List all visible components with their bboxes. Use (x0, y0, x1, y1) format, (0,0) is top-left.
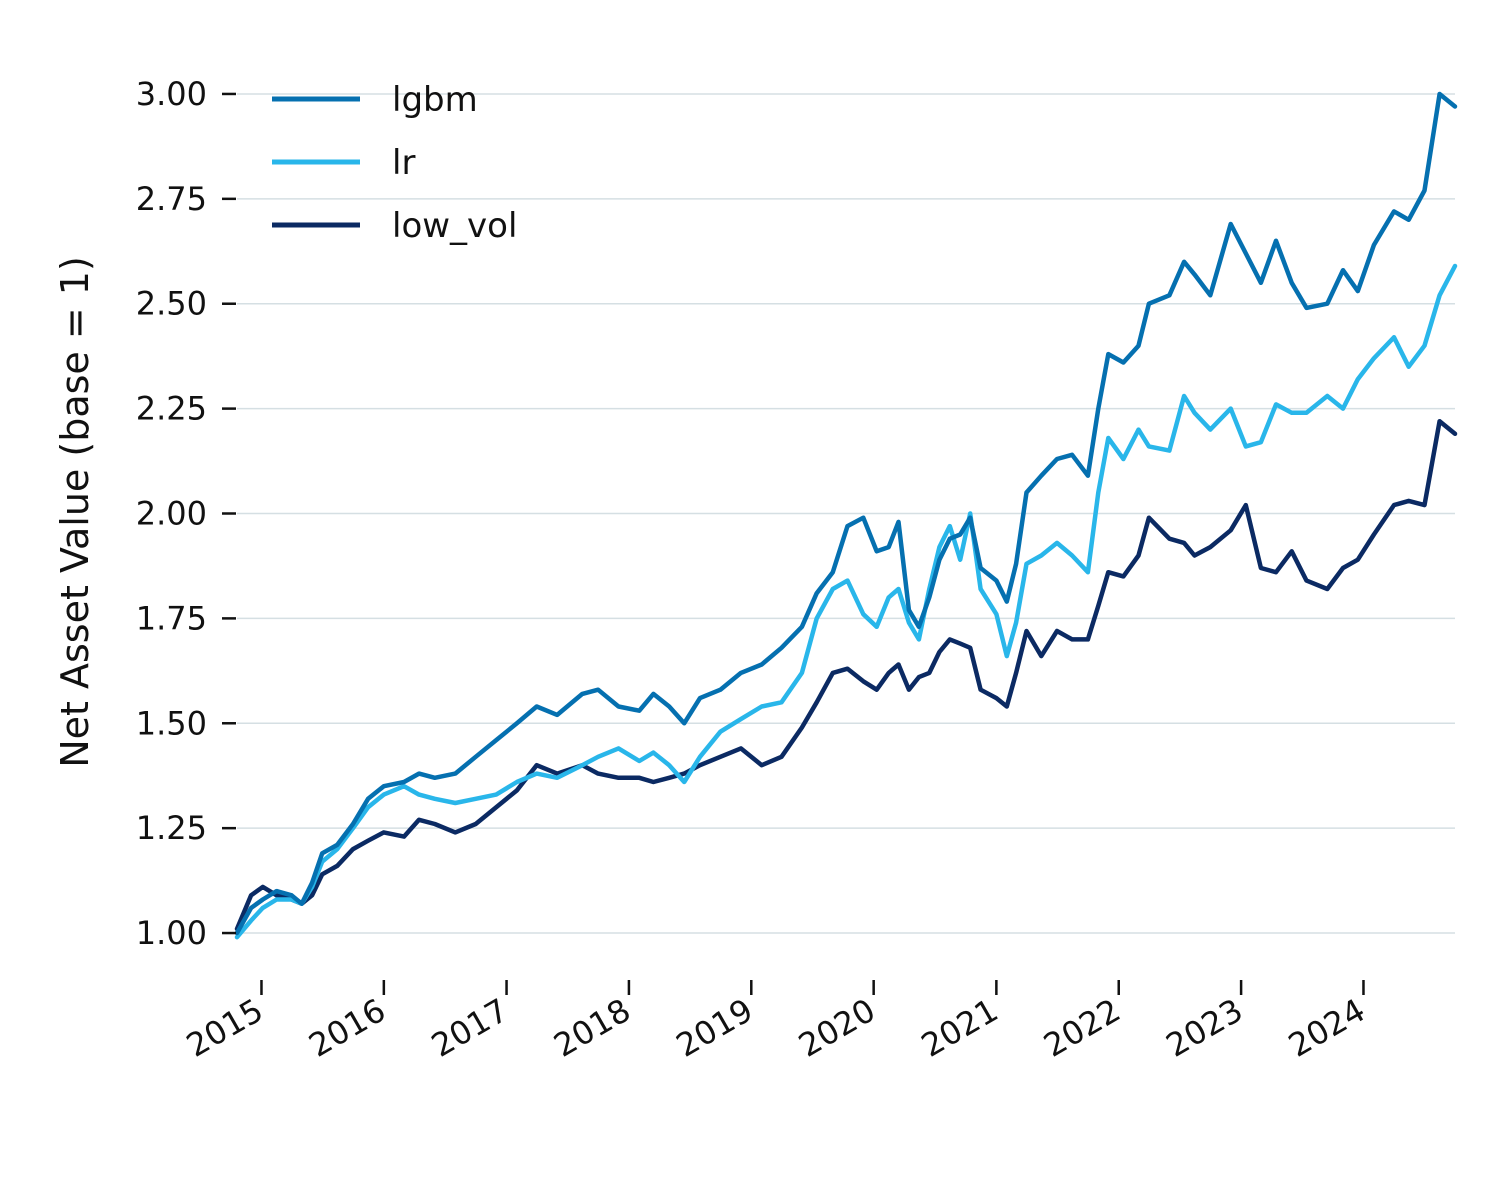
x-tick-label: 2016 (302, 991, 392, 1065)
x-tick-label: 2021 (915, 991, 1005, 1065)
y-axis-title: Net Asset Value (base = 1) (53, 256, 97, 768)
x-tick-label: 2015 (180, 991, 270, 1065)
series-line-low_vol (234, 418, 1458, 932)
y-tick-label: 1.00 (136, 914, 207, 952)
series-lines (234, 91, 1458, 940)
y-tick-label: 2.50 (136, 285, 207, 323)
series-line-lgbm (234, 91, 1458, 936)
legend-label-lgbm: lgbm (392, 80, 478, 120)
y-tick-label: 1.75 (136, 599, 207, 637)
legend-label-lr: lr (392, 143, 415, 183)
x-axis: 2015 2016 2017 2018 2019 2020 2021 2022 2023 2024 (180, 980, 1372, 1065)
y-tick-label: 2.25 (136, 390, 207, 428)
x-tick-label: 2017 (425, 991, 515, 1065)
y-tick-label: 3.00 (136, 75, 207, 113)
x-tick-label: 2022 (1037, 991, 1127, 1065)
legend: lgbm lr low_vol (272, 80, 517, 246)
y-tick-label: 2.75 (136, 180, 207, 218)
y-tick-label: 1.50 (136, 704, 207, 742)
x-tick-label: 2020 (792, 991, 882, 1065)
y-tick-label: 1.25 (136, 809, 207, 847)
legend-label-low_vol: low_vol (392, 206, 517, 246)
y-axis: 1.00 1.25 1.50 1.75 2.00 2.25 2.50 2.75 3.00 (136, 75, 236, 952)
x-tick-label: 2024 (1282, 991, 1372, 1065)
y-tick-label: 2.00 (136, 495, 207, 533)
x-tick-label: 2023 (1160, 991, 1250, 1065)
x-tick-label: 2019 (670, 991, 760, 1065)
series-line-lr (234, 263, 1458, 940)
x-tick-label: 2018 (547, 991, 637, 1065)
